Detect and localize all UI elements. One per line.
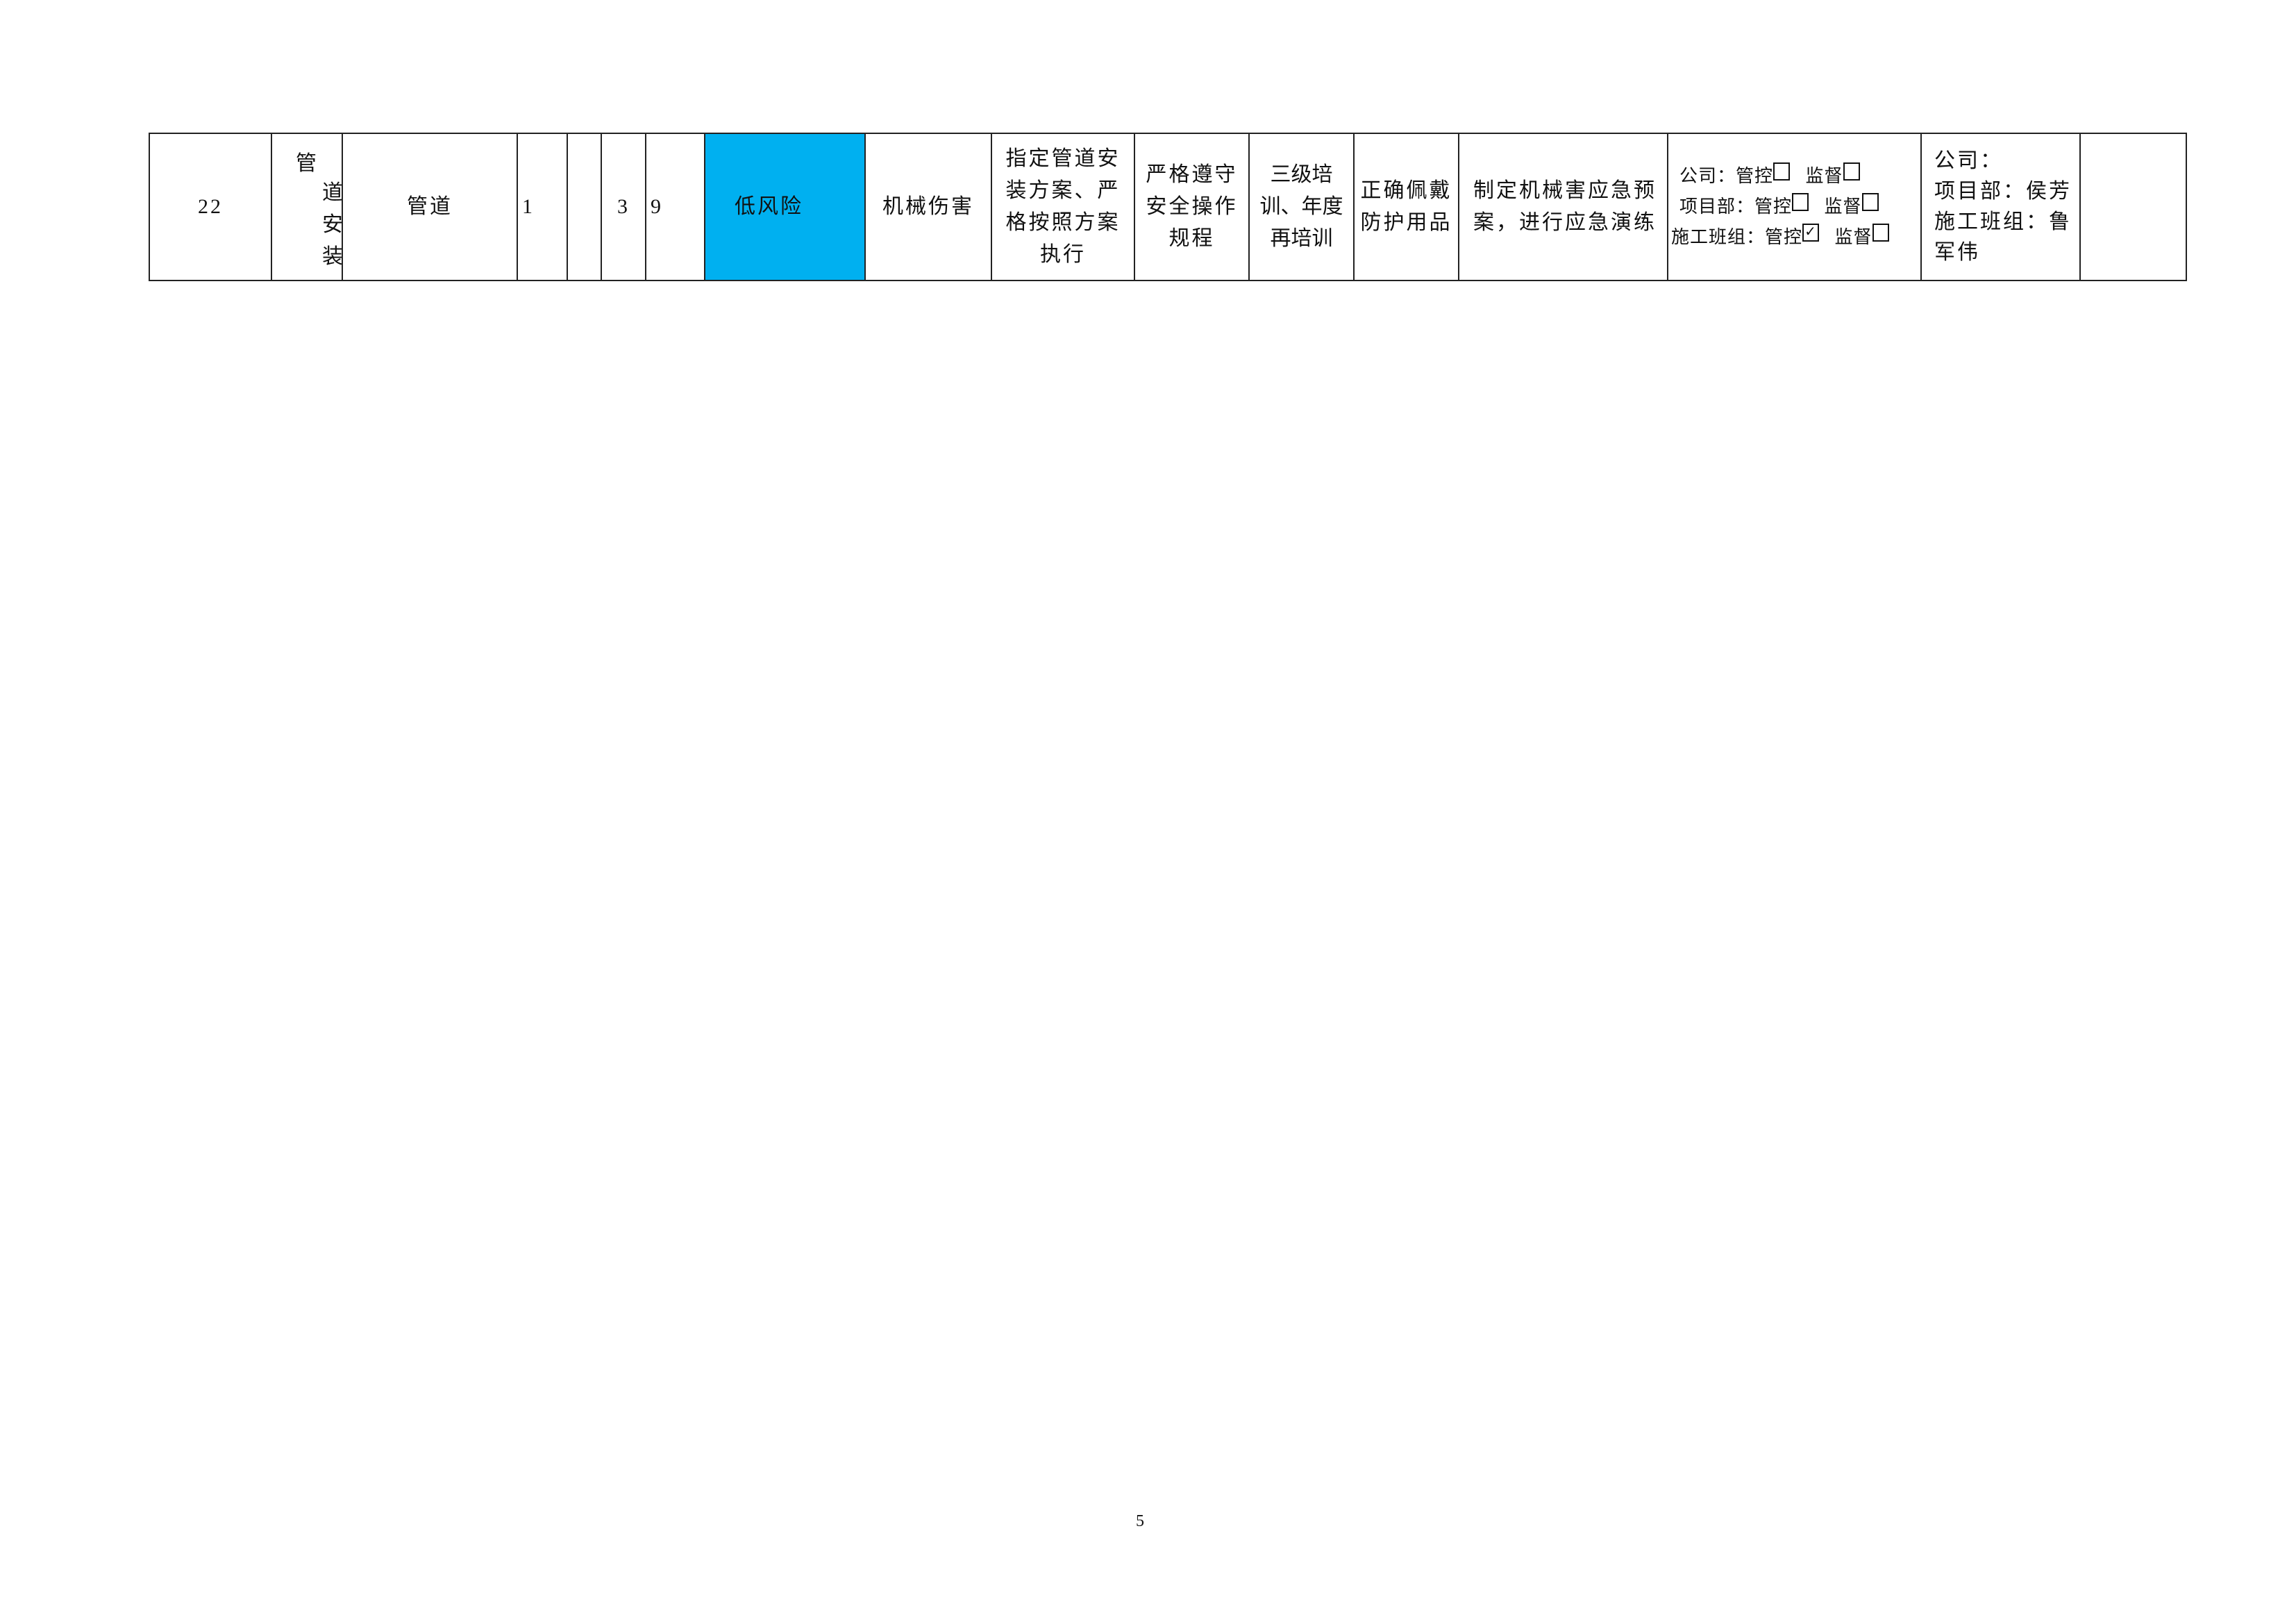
value-cell-3: 3 xyxy=(601,133,646,281)
remarks-cell xyxy=(2079,133,2187,281)
risk-table: 22 管 道 安 装 管道 1 3 9 低风险 机械伤害 指定管道安装方案、严格… xyxy=(149,133,2187,281)
value-cell-2 xyxy=(567,133,602,281)
control-label: 项目部： xyxy=(1679,196,1755,217)
control-label: 公司： xyxy=(1679,166,1736,186)
control-text: 管控 xyxy=(1754,196,1793,217)
emergency-measure-cell: 制定机械害应急预案，进行应急演练 xyxy=(1458,133,1668,281)
control-line-project: 项目部：管控 监督 xyxy=(1671,192,1916,222)
supervise-text: 监督 xyxy=(1824,196,1862,217)
engineering-measure-cell: 指定管道安装方案、严格按照方案执行 xyxy=(991,133,1135,281)
checkbox-company-supervise[interactable] xyxy=(1843,162,1860,181)
control-level-cell: 公司：管控 监督 项目部：管控 监督 施工班组：管控 ✓ 监督 xyxy=(1667,133,1922,281)
responsible-team: 施工班组：鲁军伟 xyxy=(1934,210,2072,264)
operation-char: 安 xyxy=(322,209,341,241)
checkbox-team-control[interactable]: ✓ xyxy=(1802,224,1820,242)
equipment-cell: 管道 xyxy=(342,133,518,281)
operation-char: 管 xyxy=(296,152,319,175)
control-line-company: 公司：管控 监督 xyxy=(1671,161,1916,192)
operation-char: 道 xyxy=(322,177,341,209)
checkbox-team-supervise[interactable] xyxy=(1872,224,1889,242)
control-text: 管控 xyxy=(1736,166,1774,186)
supervise-text: 监督 xyxy=(1805,166,1843,186)
checkbox-project-control[interactable] xyxy=(1792,193,1809,211)
control-label: 施工班组： xyxy=(1671,227,1766,247)
value-cell-4: 9 xyxy=(645,133,705,281)
training-measure-cell: 三级培训、年度再培训 xyxy=(1248,133,1355,281)
responsible-company: 公司： xyxy=(1934,149,2003,172)
control-text: 管控 xyxy=(1765,227,1803,247)
responsible-project: 项目部：侯芳 xyxy=(1934,180,2072,203)
checkbox-project-supervise[interactable] xyxy=(1861,193,1879,211)
responsible-cell: 公司： 项目部：侯芳 施工班组：鲁军伟 xyxy=(1920,133,2081,281)
operation-cell: 管 道 安 装 xyxy=(271,133,343,281)
row-index: 22 xyxy=(149,133,272,281)
control-line-team: 施工班组：管控 ✓ 监督 xyxy=(1671,222,1916,253)
management-measure-cell: 严格遵守安全操作规程 xyxy=(1134,133,1250,281)
supervise-text: 监督 xyxy=(1834,227,1872,247)
risk-level-cell: 低风险 xyxy=(704,133,866,281)
page-number: 5 xyxy=(1136,1512,1144,1530)
value-cell-1: 1 xyxy=(517,133,568,281)
checkbox-company-control[interactable] xyxy=(1773,162,1791,181)
table-row: 22 管 道 安 装 管道 1 3 9 低风险 机械伤害 指定管道安装方案、严格… xyxy=(149,133,2187,281)
ppe-measure-cell: 正确佩戴防护用品 xyxy=(1353,133,1459,281)
hazard-cell: 机械伤害 xyxy=(864,133,992,281)
operation-char: 装 xyxy=(322,241,341,273)
